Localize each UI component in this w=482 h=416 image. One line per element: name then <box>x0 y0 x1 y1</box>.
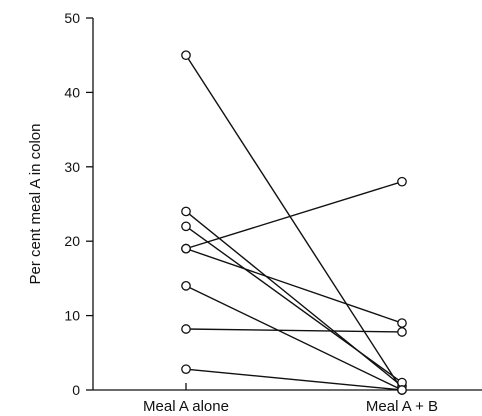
series-line <box>185 54 403 391</box>
y-tick-label: 0 <box>72 382 80 398</box>
y-tick-label: 10 <box>64 308 80 324</box>
data-point <box>397 318 407 328</box>
data-point <box>397 176 407 187</box>
x-ticks: Meal A alone Meal A + B <box>143 383 438 415</box>
y-axis-title: Per cent meal A in colon <box>27 124 44 285</box>
y-ticks: 0 10 20 30 40 50 <box>64 10 93 398</box>
data-point <box>397 327 407 337</box>
data-point <box>181 280 191 291</box>
series-line <box>185 368 403 391</box>
y-tick-label: 40 <box>64 84 80 100</box>
y-tick-label: 20 <box>64 233 80 249</box>
data-point <box>181 50 191 61</box>
data-point <box>181 324 191 334</box>
series-line <box>185 210 403 387</box>
series-line <box>185 247 403 324</box>
data-point <box>181 221 191 232</box>
y-tick-label: 30 <box>64 159 80 175</box>
x-category-label: Meal A + B <box>366 398 438 415</box>
data-point <box>397 385 407 395</box>
series-line <box>185 328 403 333</box>
data-point <box>181 364 191 375</box>
series-line <box>185 181 403 250</box>
series-points <box>181 50 407 395</box>
x-category-label: Meal A alone <box>143 398 229 415</box>
series-line <box>185 225 403 384</box>
y-tick-label: 50 <box>64 10 80 26</box>
data-point <box>181 243 191 254</box>
series-lines <box>185 54 403 391</box>
series-line <box>185 285 403 391</box>
data-point <box>181 206 191 217</box>
